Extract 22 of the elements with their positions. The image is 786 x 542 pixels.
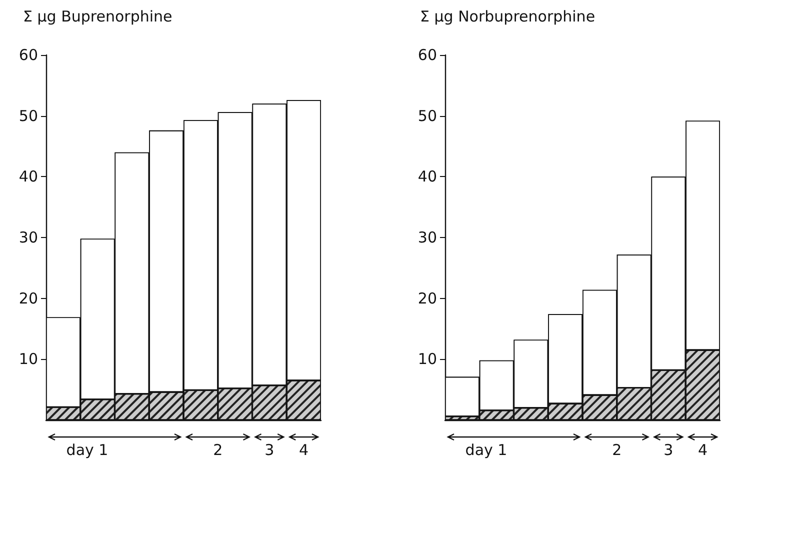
y-tick-label: 60 [18, 46, 38, 64]
y-tick-label: 50 [418, 106, 437, 125]
y-tick-label: 40 [418, 168, 437, 186]
text: day 1 [465, 441, 508, 459]
text: 4 [299, 441, 309, 459]
y-tick-label: 10 [18, 350, 38, 368]
y-tick-label: 20 [18, 289, 38, 308]
y-tick-label: 60 [418, 46, 437, 64]
y-tick-label: 40 [18, 168, 38, 186]
y-tick-label: 10 [418, 350, 437, 368]
y-tick-label: 30 [18, 228, 38, 246]
y-tick-label: 30 [418, 228, 437, 246]
text: 3 [664, 441, 674, 459]
y-tick-label: 50 [18, 106, 38, 125]
text: 2 [213, 441, 223, 459]
y-tick-label: 20 [418, 289, 437, 308]
text: 4 [698, 441, 708, 459]
chart-title: Σ µg Buprenorphine [23, 8, 172, 26]
text: day 1 [66, 441, 108, 459]
chart-title: Σ µg Norbuprenorphine [420, 8, 596, 26]
text: 3 [264, 441, 274, 459]
text: 2 [612, 441, 622, 459]
